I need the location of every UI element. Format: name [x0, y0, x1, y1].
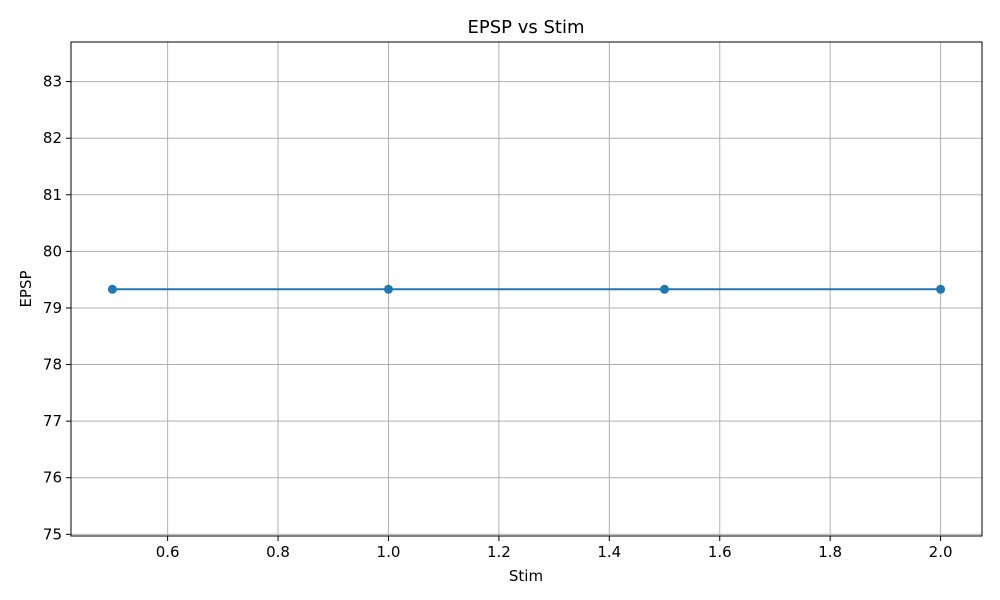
y-axis-label: EPSP: [17, 270, 35, 307]
chart-title: EPSP vs Stim: [468, 17, 585, 38]
data-point: [383, 284, 393, 294]
y-axis: 75 76 77 78 79 80 81 82 83: [43, 73, 71, 543]
y-tick-label: 78: [43, 356, 62, 374]
x-tick-label: 1.0: [377, 543, 401, 561]
y-tick-label: 79: [43, 299, 62, 317]
x-tick-label: 2.0: [929, 543, 953, 561]
x-tick-label: 1.8: [818, 543, 842, 561]
data-point: [936, 284, 946, 294]
y-tick-label: 77: [43, 412, 62, 430]
y-tick-label: 81: [43, 186, 62, 204]
x-axis-label: Stim: [509, 567, 543, 585]
y-tick-label: 83: [43, 73, 62, 91]
y-tick-label: 76: [43, 469, 62, 487]
x-tick-label: 0.8: [266, 543, 290, 561]
x-tick-label: 1.6: [708, 543, 732, 561]
data-point: [660, 284, 670, 294]
axes-frame: [70, 41, 983, 537]
y-tick-label: 80: [43, 242, 62, 260]
x-tick-label: 0.6: [156, 543, 180, 561]
x-tick-label: 1.4: [597, 543, 621, 561]
x-axis: 0.6 0.8 1.0 1.2 1.4 1.6 1.8 2.0: [156, 536, 953, 561]
y-tick-label: 75: [43, 525, 62, 543]
plot-area: [107, 284, 946, 294]
data-point: [107, 284, 117, 294]
y-tick-label: 82: [43, 129, 62, 147]
x-tick-label: 1.2: [487, 543, 511, 561]
